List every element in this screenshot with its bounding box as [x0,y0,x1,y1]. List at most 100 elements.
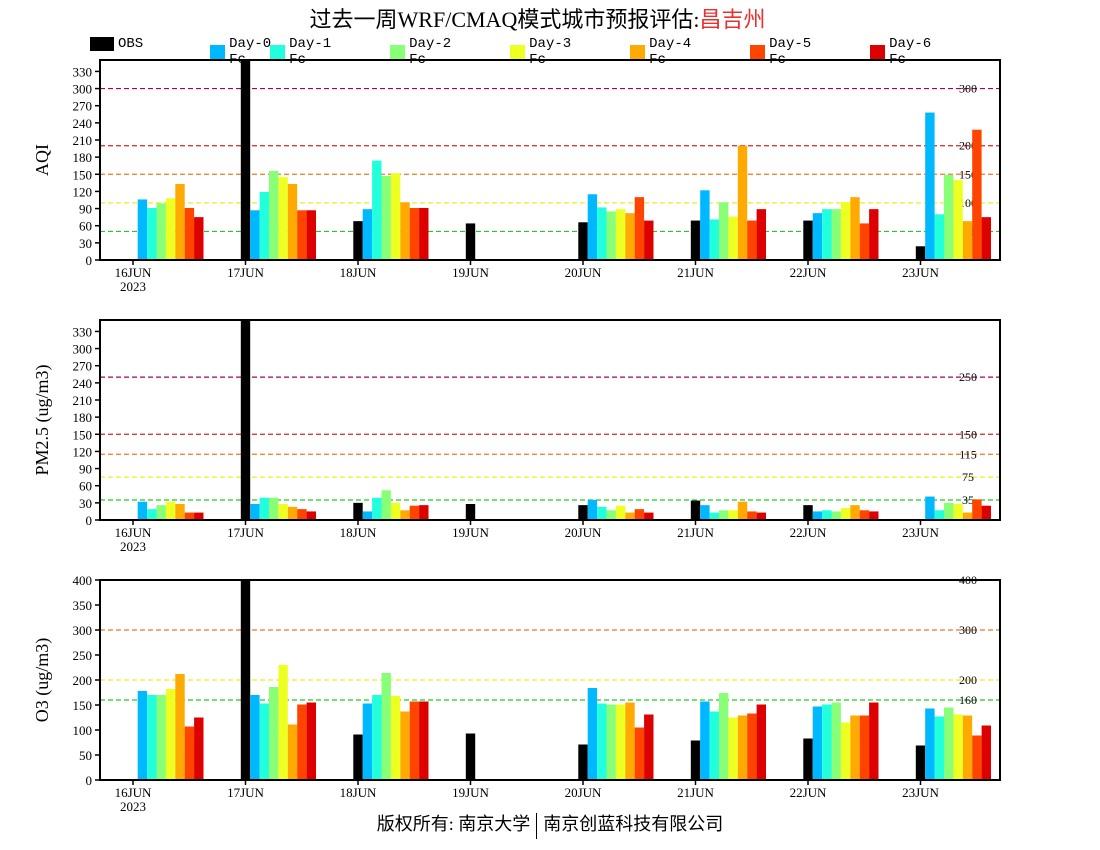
x-tick-label: 21JUN [677,525,714,540]
bar-day-1-fc [259,703,269,780]
y-tick-label: 180 [73,410,93,425]
bar-obs [803,220,813,260]
x-tick-label: 17JUN [227,525,264,540]
y-tick-label: 60 [79,479,92,494]
bar-day-5-fc [184,208,195,260]
y-tick-label: 300 [73,623,93,638]
bar-day-4-fc [850,505,860,520]
bar-day-0-fc [812,511,823,520]
bar-day-3-fc [953,504,963,520]
y-tick-label: 350 [73,598,93,613]
bar-day-1-fc [372,695,382,780]
x-tick-label: 16JUN [115,525,152,540]
y-tick-label: 210 [73,133,93,148]
y-tick-label: 210 [73,393,93,408]
bar-day-5-fc [409,701,420,780]
legend-item: Day-1 Fc [270,36,332,68]
bar-day-4-fc [287,184,298,260]
bar-day-5-fc [859,510,870,520]
bar-day-1-fc [934,214,944,260]
y-tick-label: 0 [86,253,93,268]
bar-day-2-fc [381,176,391,260]
bar-obs [915,246,926,260]
bar-day-3-fc [728,717,738,780]
bar-day-3-fc [840,202,851,260]
bar-day-0-fc [925,496,935,520]
bar-day-1-fc [147,695,157,780]
copyright-left: 版权所有: 南京大学 [376,814,531,834]
y-tick-label: 180 [73,150,93,165]
bar-day-5-fc [409,505,420,520]
bar-obs [803,505,813,520]
bar-day-2-fc [831,209,841,260]
footer: 版权所有: 南京大学 南京创蓝科技有限公司 [0,810,1100,839]
bar-day-6-fc [419,701,429,780]
threshold-label: 160 [959,693,977,707]
bar-day-3-fc [278,504,288,520]
threshold-label: 150 [959,427,977,441]
bar-day-6-fc [981,505,991,520]
bar-day-4-fc [625,512,635,520]
bar-day-0-fc [587,194,598,260]
threshold-label: 200 [959,673,977,687]
bar-day-4-fc [625,213,635,260]
bar-obs [240,320,251,520]
bar-day-2-fc [944,174,954,260]
bar-day-4-fc [400,202,410,260]
bar-obs [915,745,926,780]
bar-day-2-fc [606,510,616,520]
y-tick-label: 270 [73,99,93,114]
legend-swatch [510,45,526,59]
x-tick-label: 17JUN [227,265,264,280]
bar-day-0-fc [362,209,373,260]
x-tick-label: 22JUN [790,265,827,280]
y-tick-label: 120 [73,444,93,459]
bar-day-5-fc [297,509,307,520]
year-label: 2023 [120,799,146,814]
x-tick-label: 19JUN [452,265,489,280]
bar-day-3-fc [390,502,401,520]
bar-day-2-fc [156,203,166,260]
bar-obs [240,580,251,780]
legend-swatch [750,45,766,59]
legend-label: Day-3 Fc [529,36,572,68]
bar-day-4-fc [737,145,748,260]
bar-day-0-fc [925,112,935,260]
bar-day-4-fc [625,702,635,780]
x-tick-label: 21JUN [677,265,714,280]
legend-swatch [630,45,646,59]
bar-day-1-fc [372,160,382,260]
x-tick-label: 22JUN [790,525,827,540]
threshold-label: 300 [959,623,977,637]
bar-day-2-fc [606,704,616,780]
bar-obs [353,221,363,260]
bar-day-2-fc [269,687,279,780]
y-tick-label: 30 [79,236,92,251]
legend-item: Day-4 Fc [630,36,692,68]
bar-day-3-fc [615,704,626,780]
bar-day-2-fc [381,673,391,780]
bar-day-0-fc [137,501,148,520]
legend-item: Day-3 Fc [510,36,572,68]
x-tick-label: 19JUN [452,525,489,540]
legend-swatch [390,45,406,59]
bar-day-5-fc [297,210,307,260]
bar-day-5-fc [972,129,982,260]
bar-obs [465,504,476,520]
y-axis-label: PM2.5 (ug/m3) [32,364,53,475]
y-tick-label: 300 [73,342,93,357]
bar-day-1-fc [709,219,719,260]
bar-day-0-fc [812,213,823,260]
bar-day-1-fc [372,497,382,520]
y-tick-label: 120 [73,184,93,199]
x-tick-label: 20JUN [565,525,602,540]
bar-day-3-fc [165,689,176,780]
bar-day-3-fc [953,714,963,780]
y-tick-label: 330 [73,64,93,79]
plot-frame [99,59,1001,261]
bar-day-3-fc [840,508,851,520]
threshold-label: 75 [962,470,974,484]
bar-day-4-fc [850,197,860,260]
x-tick-label: 16JUN [115,265,152,280]
